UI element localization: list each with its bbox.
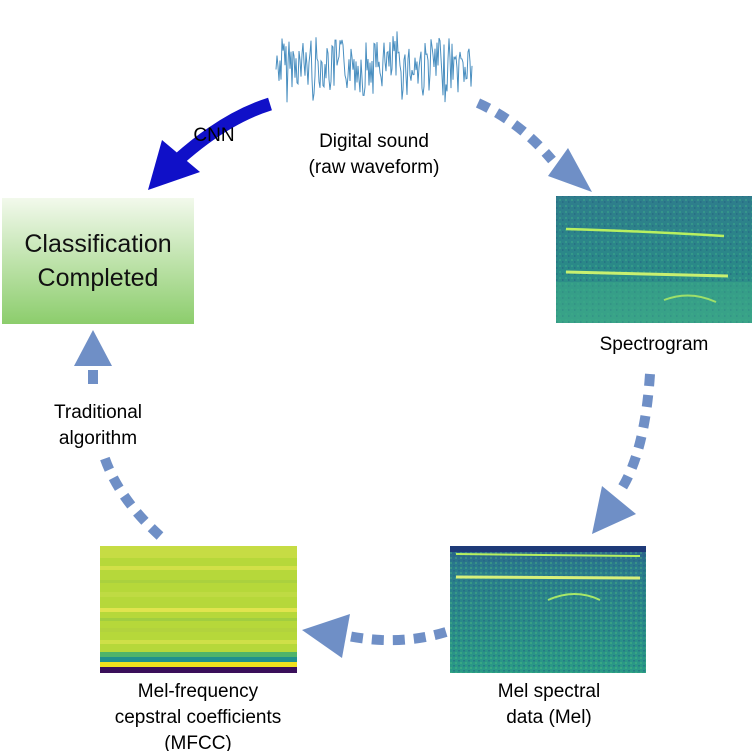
cnn-arrow [148, 97, 272, 190]
arrow-mfcc-to-classification [74, 330, 164, 540]
arrow-waveform-to-spectrogram [475, 98, 592, 192]
mel-label-line2: data (Mel) [506, 707, 592, 728]
cnn-label: CNN [193, 125, 234, 146]
traditional-label-line2: algorithm [59, 428, 137, 449]
mel-spectrogram-image [450, 546, 646, 673]
classification-label-line2: Completed [38, 264, 159, 292]
waveform-label-line1: Digital sound [319, 131, 429, 152]
raw-waveform-image [275, 31, 473, 103]
mel-label-line1: Mel spectral [498, 681, 600, 702]
mfcc-label-line1: Mel-frequency [138, 681, 259, 702]
traditional-label-line1: Traditional [54, 402, 142, 423]
arrow-spectrogram-to-mel [592, 373, 655, 534]
waveform-label-line2: (raw waveform) [309, 157, 440, 178]
classification-label-line1: Classification [24, 230, 171, 258]
mfcc-label-line2: cepstral coefficients [115, 707, 282, 728]
spectrogram-image [556, 196, 752, 323]
arrow-mel-to-mfcc [302, 614, 448, 658]
mfcc-label-line3: (MFCC) [164, 733, 232, 751]
classification-box [2, 198, 194, 324]
spectrogram-label: Spectrogram [600, 334, 709, 355]
mfcc-image [100, 546, 297, 673]
